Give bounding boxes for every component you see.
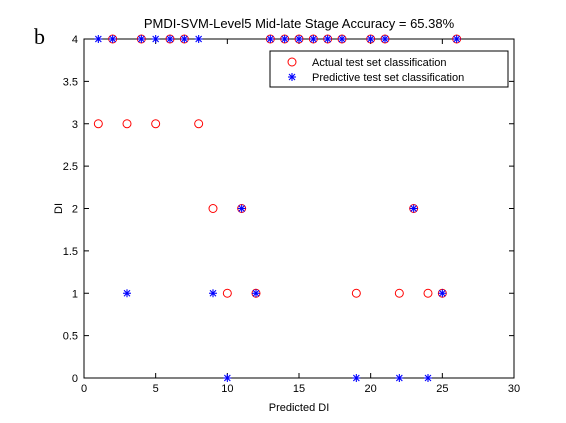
- predictive-point: [137, 35, 146, 43]
- predictive-point: [323, 35, 332, 43]
- y-tick-label: 4: [72, 34, 78, 46]
- actual-point: [151, 119, 161, 129]
- predictive-point: [194, 35, 203, 43]
- plot-area: [83, 38, 515, 379]
- chart-title: PMDI-SVM-Level5 Mid-late Stage Accuracy …: [144, 16, 455, 31]
- y-tick-label: 3.5: [63, 76, 78, 88]
- legend-label-predictive: Predictive test set classification: [312, 72, 464, 84]
- x-tick-label: 5: [153, 383, 159, 395]
- predictive-point: [295, 35, 303, 43]
- axis-ticks: 0 5 10 15 20 25 30 0 0.5 1 1.5 2 2.5 3 3.5 4: [63, 34, 520, 395]
- x-tick-label: 25: [436, 383, 448, 395]
- actual-point: [194, 119, 204, 129]
- predictive-point: [123, 289, 131, 298]
- y-tick-label: 1.5: [63, 246, 78, 258]
- y-tick-label: 3: [72, 119, 78, 131]
- y-tick-label: 0.5: [63, 331, 78, 343]
- legend-label-actual: Actual test set classification: [312, 57, 447, 69]
- predictive-point: [438, 289, 447, 298]
- predictive-point: [237, 204, 246, 213]
- actual-point: [423, 288, 433, 298]
- predictive-point: [151, 35, 160, 43]
- legend: Actual test set classification Predictiv…: [269, 50, 509, 88]
- predictive-point: [166, 35, 174, 43]
- predictive-point: [366, 35, 375, 43]
- y-tick-label: 0: [72, 373, 78, 385]
- y-tick-label: 1: [72, 288, 78, 300]
- predictive-point: [209, 289, 217, 298]
- predictive-point: [108, 35, 117, 43]
- x-axis-label: Predicted DI: [269, 402, 330, 414]
- x-tick-label: 30: [508, 383, 520, 395]
- predictive-point: [252, 289, 260, 298]
- actual-point: [351, 288, 361, 298]
- y-tick-label: 2: [72, 204, 78, 216]
- legend-box: [269, 50, 509, 88]
- actual-point: [208, 204, 218, 213]
- predictive-point: [280, 35, 289, 43]
- predictive-point: [180, 35, 189, 43]
- predictive-point: [352, 374, 361, 382]
- legend-marker-predictive: [288, 73, 296, 81]
- actual-point: [222, 288, 232, 298]
- predictive-point: [409, 204, 418, 213]
- predictive-point: [395, 374, 404, 382]
- legend-asterisk-marker: [288, 73, 296, 81]
- data-points: [93, 34, 462, 382]
- predictive-point: [452, 35, 461, 43]
- actual-point: [93, 119, 103, 129]
- predictive-point: [381, 35, 389, 43]
- x-tick-label: 10: [221, 383, 233, 395]
- predictive-point: [223, 374, 232, 382]
- y-tick-label: 2.5: [63, 161, 78, 173]
- panel-letter: b: [34, 24, 45, 49]
- predictive-point: [338, 35, 346, 43]
- actual-point: [394, 288, 404, 298]
- x-tick-label: 15: [293, 383, 305, 395]
- predictive-point: [266, 35, 275, 43]
- x-tick-label: 20: [365, 383, 377, 395]
- y-axis-label: DI: [53, 203, 65, 214]
- legend-circle-marker: [287, 57, 297, 67]
- predictive-point: [309, 35, 318, 43]
- x-tick-label: 0: [81, 383, 87, 395]
- predictive-point: [94, 35, 103, 43]
- actual-point: [122, 119, 132, 129]
- legend-marker-actual: [287, 57, 297, 67]
- predictive-point: [424, 374, 432, 382]
